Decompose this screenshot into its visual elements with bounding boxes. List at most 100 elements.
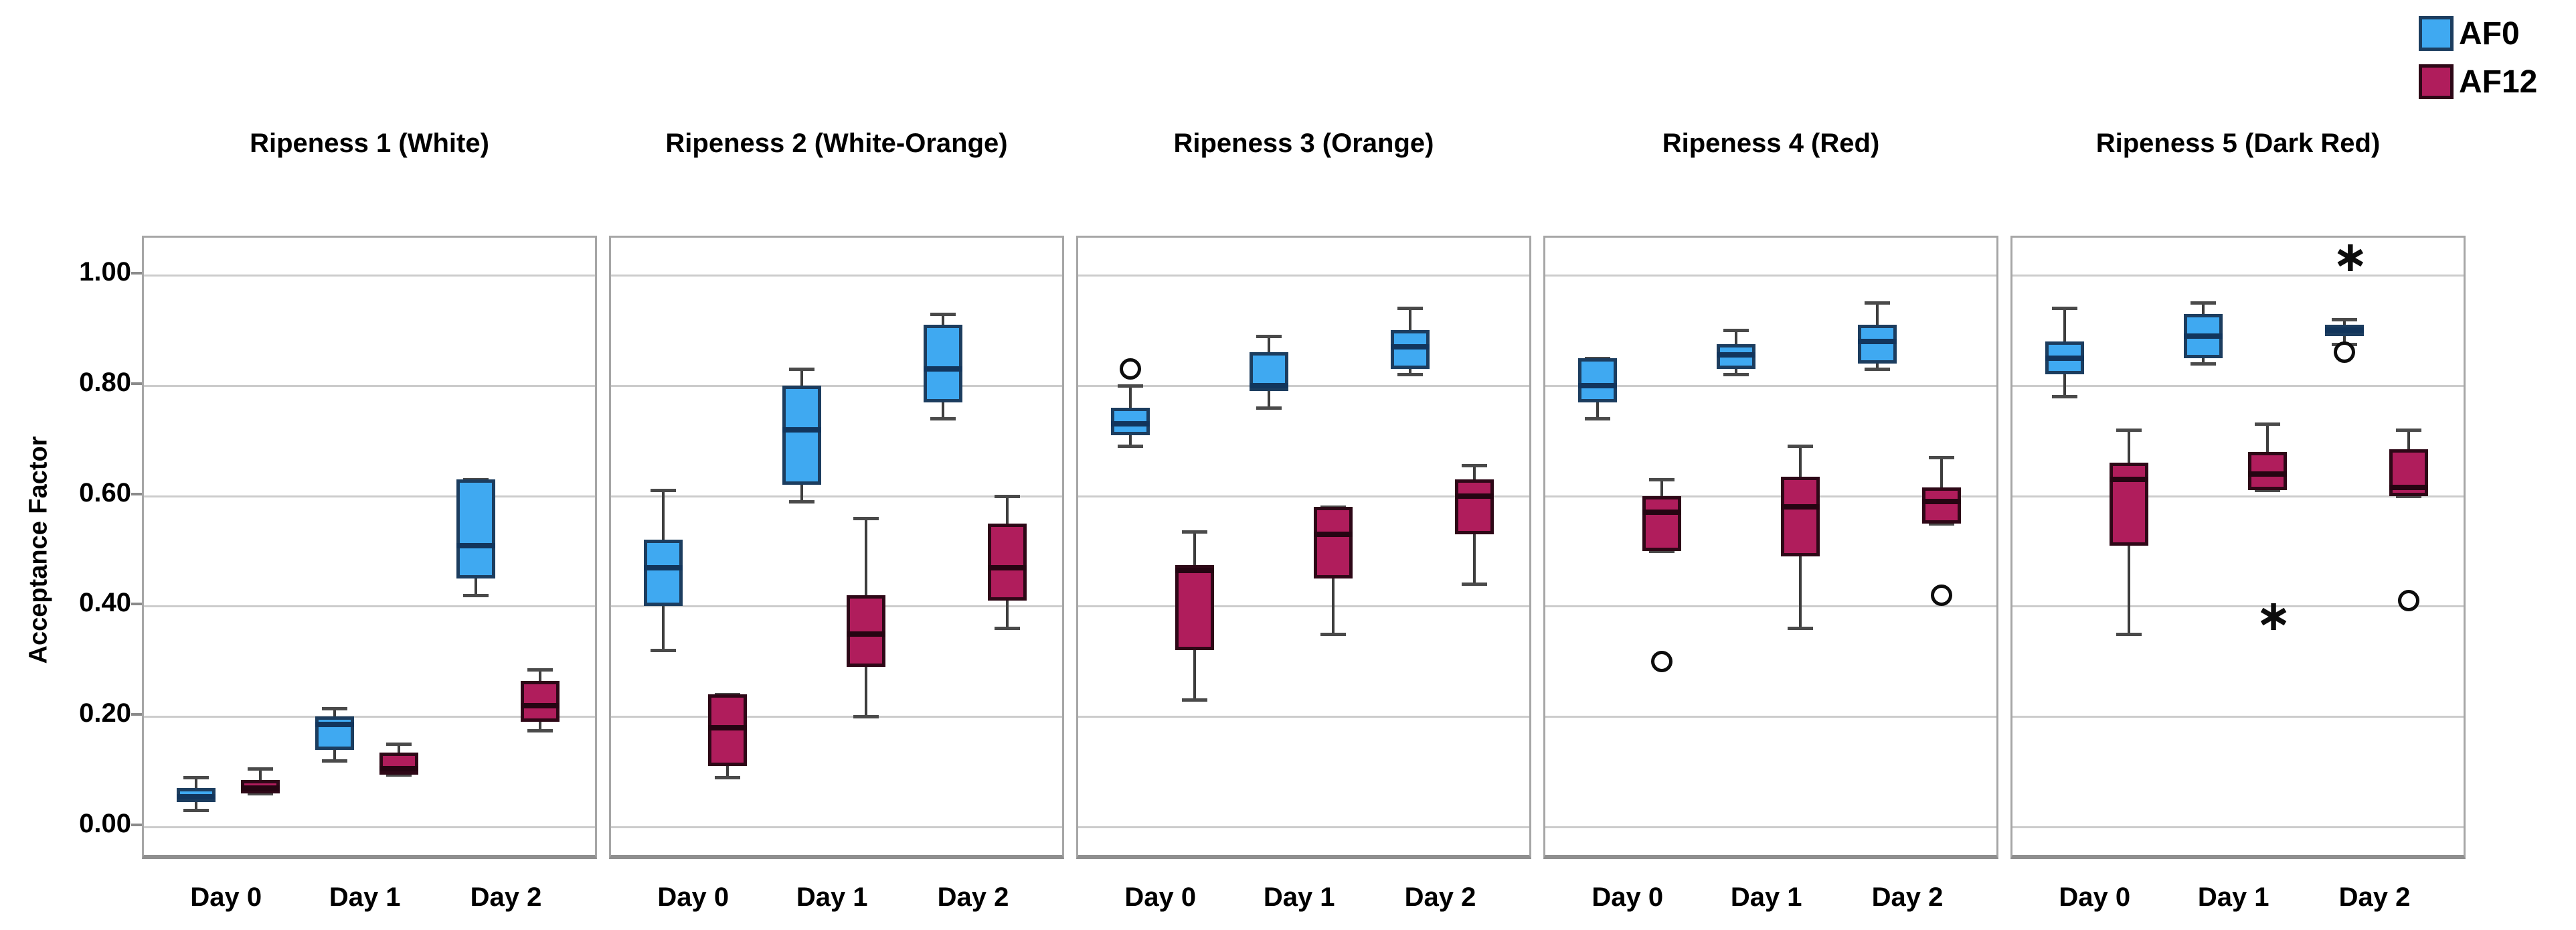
whisker-cap [2191, 362, 2217, 366]
outlier-circle [2334, 341, 2355, 364]
whisker-line [2343, 335, 2346, 344]
outlier-circle [1119, 358, 1141, 380]
whisker-cap [247, 767, 273, 771]
whisker-line [1409, 308, 1411, 331]
whisker-line [865, 666, 868, 717]
panel-title: Ripeness 3 (Orange) [1173, 129, 1434, 158]
whisker-cap [650, 649, 676, 653]
panel-ripeness-1 [142, 236, 597, 859]
gridline [1545, 495, 1996, 497]
median-line [2109, 476, 2148, 482]
outlier-star: ∗ [2332, 232, 2369, 283]
whisker-cap [789, 499, 815, 503]
whisker-cap [1181, 530, 1207, 534]
whisker-line [942, 313, 944, 325]
median-line [1250, 382, 1289, 388]
whisker-line [194, 777, 197, 789]
gridline [2012, 826, 2464, 828]
y-tick-label: 0.00 [79, 808, 131, 838]
whisker-line [2343, 319, 2346, 325]
whisker-line [661, 490, 665, 540]
whisker-cap [1181, 698, 1207, 702]
x-tick-label-day1: Day 1 [1730, 882, 1802, 912]
whisker-cap [1117, 445, 1143, 449]
median-line [521, 702, 560, 708]
box-af12-day2 [1455, 479, 1494, 535]
whisker-line [800, 369, 804, 386]
whisker-line [1473, 465, 1476, 479]
whisker-cap [527, 668, 553, 672]
gridline [611, 716, 1062, 718]
legend-item-af12: AF12 [2419, 58, 2537, 106]
panel-ripeness-5: ∗ ∗ [2010, 236, 2466, 859]
whisker-cap [183, 775, 209, 779]
whisker-cap [853, 715, 879, 719]
gridline [611, 275, 1062, 277]
y-tick-mark [131, 823, 142, 826]
gridline [1545, 275, 1996, 277]
box-af12-day1 [2248, 451, 2288, 491]
outlier-circle [1650, 650, 1672, 672]
y-tick-label: 0.40 [79, 588, 131, 618]
whisker-cap [1584, 417, 1610, 421]
whisker-line [398, 744, 401, 753]
whisker-line [2407, 429, 2410, 449]
whisker-line [1799, 556, 1802, 629]
y-tick-mark [131, 492, 142, 495]
legend-swatch-af0 [2419, 16, 2454, 51]
whisker-line [194, 801, 197, 811]
x-tick-label-day1: Day 1 [2197, 882, 2269, 912]
whisker-line [539, 722, 541, 730]
gridline [2012, 716, 2464, 718]
whisker-cap [527, 728, 553, 732]
whisker-cap [2051, 395, 2077, 399]
whisker-line [2127, 545, 2130, 634]
box-af12-day2 [1922, 487, 1961, 524]
whisker-line [1193, 532, 1196, 565]
whisker-line [800, 485, 804, 501]
whisker-cap [853, 516, 879, 520]
whisker-line [1735, 369, 1738, 375]
whisker-line [539, 670, 541, 681]
y-tick-mark [131, 713, 142, 716]
gridline [1545, 716, 1996, 718]
outlier-circle [1931, 584, 1952, 606]
y-tick-label: 0.20 [79, 698, 131, 728]
x-tick-label-day2: Day 2 [1871, 882, 1944, 912]
whisker-line [1268, 335, 1271, 353]
whisker-cap [995, 494, 1020, 498]
whisker-line [661, 606, 665, 651]
whisker-line [1006, 601, 1009, 629]
y-tick-mark [131, 272, 142, 275]
x-tick-label-day2: Day 2 [937, 882, 1009, 912]
gridline [144, 716, 595, 718]
whisker-line [2063, 308, 2066, 341]
whisker-cap [1320, 632, 1347, 636]
gridline [1545, 605, 1996, 608]
box-af12-day0 [1642, 495, 1681, 551]
panel-ripeness-3 [1076, 236, 1531, 859]
whisker-cap [2396, 494, 2421, 498]
y-tick-label: 1.00 [79, 257, 131, 287]
whisker-line [1193, 650, 1196, 700]
box-af0-day2 [1391, 330, 1430, 370]
panel-title: Ripeness 1 (White) [250, 129, 489, 158]
box-af12-day2 [521, 680, 560, 722]
legend-label-af0: AF0 [2459, 15, 2520, 52]
median-line [2045, 355, 2084, 361]
box-af0-day1 [315, 716, 355, 750]
x-tick-label-day1: Day 1 [796, 882, 868, 912]
box-af12-day2 [988, 523, 1027, 601]
median-line [2389, 485, 2428, 491]
whisker-cap [650, 489, 676, 493]
median-line [315, 722, 355, 728]
median-line [643, 564, 683, 570]
whisker-line [1799, 446, 1802, 477]
median-line [1577, 382, 1617, 388]
median-line [924, 366, 962, 372]
whisker-cap [1256, 406, 1282, 410]
gridline [611, 384, 1062, 387]
whisker-line [1876, 303, 1879, 325]
x-tick-label-day0: Day 0 [1124, 882, 1197, 912]
outlier-circle [2398, 590, 2419, 612]
